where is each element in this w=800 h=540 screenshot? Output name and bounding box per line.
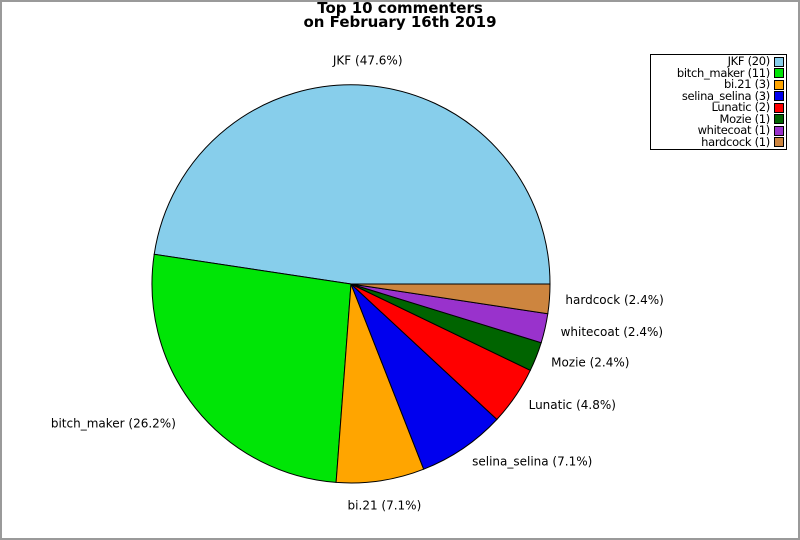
slice-label-selina-selina: selina_selina (7.1%) bbox=[472, 455, 592, 469]
chart-title: Top 10 commenters on February 16th 2019 bbox=[0, 0, 800, 31]
pie-slice-bitch-maker bbox=[151, 253, 352, 483]
legend-row-jkf: JKF (20) bbox=[651, 56, 784, 67]
pie-slice-hardcock bbox=[350, 283, 551, 315]
chart-title-line2: on February 16th 2019 bbox=[303, 12, 497, 31]
slice-label-lunatic: Lunatic (4.8%) bbox=[529, 398, 616, 412]
legend-swatch-selina-selina bbox=[774, 91, 784, 102]
legend-row-bi-21: bi.21 (3) bbox=[651, 79, 784, 90]
legend-label-whitecoat: whitecoat (1) bbox=[697, 123, 771, 138]
slice-label-bitch-maker: bitch_maker (26.2%) bbox=[51, 417, 176, 431]
legend-row-mozie: Mozie (1) bbox=[651, 111, 784, 126]
legend-swatch-whitecoat bbox=[774, 125, 784, 136]
legend-label-bi-21: bi.21 (3) bbox=[723, 77, 770, 92]
legend-swatch-mozie bbox=[774, 114, 784, 125]
legend-swatch-bitch-maker bbox=[774, 68, 784, 79]
legend-label-hardcock: hardcock (1) bbox=[701, 134, 770, 149]
slice-label-bi-21: bi.21 (7.1%) bbox=[348, 499, 422, 513]
legend-swatch-jkf bbox=[774, 56, 784, 67]
legend-swatch-bi-21 bbox=[774, 79, 784, 90]
legend-swatch-hardcock bbox=[774, 137, 784, 148]
slice-label-hardcock: hardcock (2.4%) bbox=[565, 293, 663, 307]
slice-label-whitecoat: whitecoat (2.4%) bbox=[561, 325, 664, 339]
legend-row-hardcock: hardcock (1) bbox=[651, 134, 784, 149]
chart-title-line1: Top 10 commenters bbox=[317, 0, 483, 17]
legend-label-bitch-maker: bitch_maker (11) bbox=[676, 65, 770, 80]
legend-swatch-lunatic bbox=[774, 102, 784, 113]
legend-row-lunatic: Lunatic (2) bbox=[651, 102, 784, 113]
legend-label-lunatic: Lunatic (2) bbox=[711, 100, 770, 115]
legend-box: JKF (20) bitch_maker (11) bi.21 (3) selina_… bbox=[650, 54, 787, 150]
legend-label-selina-selina: selina_selina (3) bbox=[681, 88, 770, 103]
legend-row-whitecoat: whitecoat (1) bbox=[651, 125, 784, 136]
legend-label-jkf: JKF (20) bbox=[727, 54, 771, 69]
legend-row-selina-selina: selina_selina (3) bbox=[651, 88, 784, 103]
slice-label-jkf: JKF (47.6%) bbox=[332, 54, 403, 68]
slice-label-mozie: Mozie (2.4%) bbox=[551, 356, 629, 370]
pie-slice-jkf bbox=[153, 84, 551, 285]
legend-row-bitch-maker: bitch_maker (11) bbox=[651, 65, 784, 80]
legend-label-mozie: Mozie (1) bbox=[719, 111, 770, 126]
